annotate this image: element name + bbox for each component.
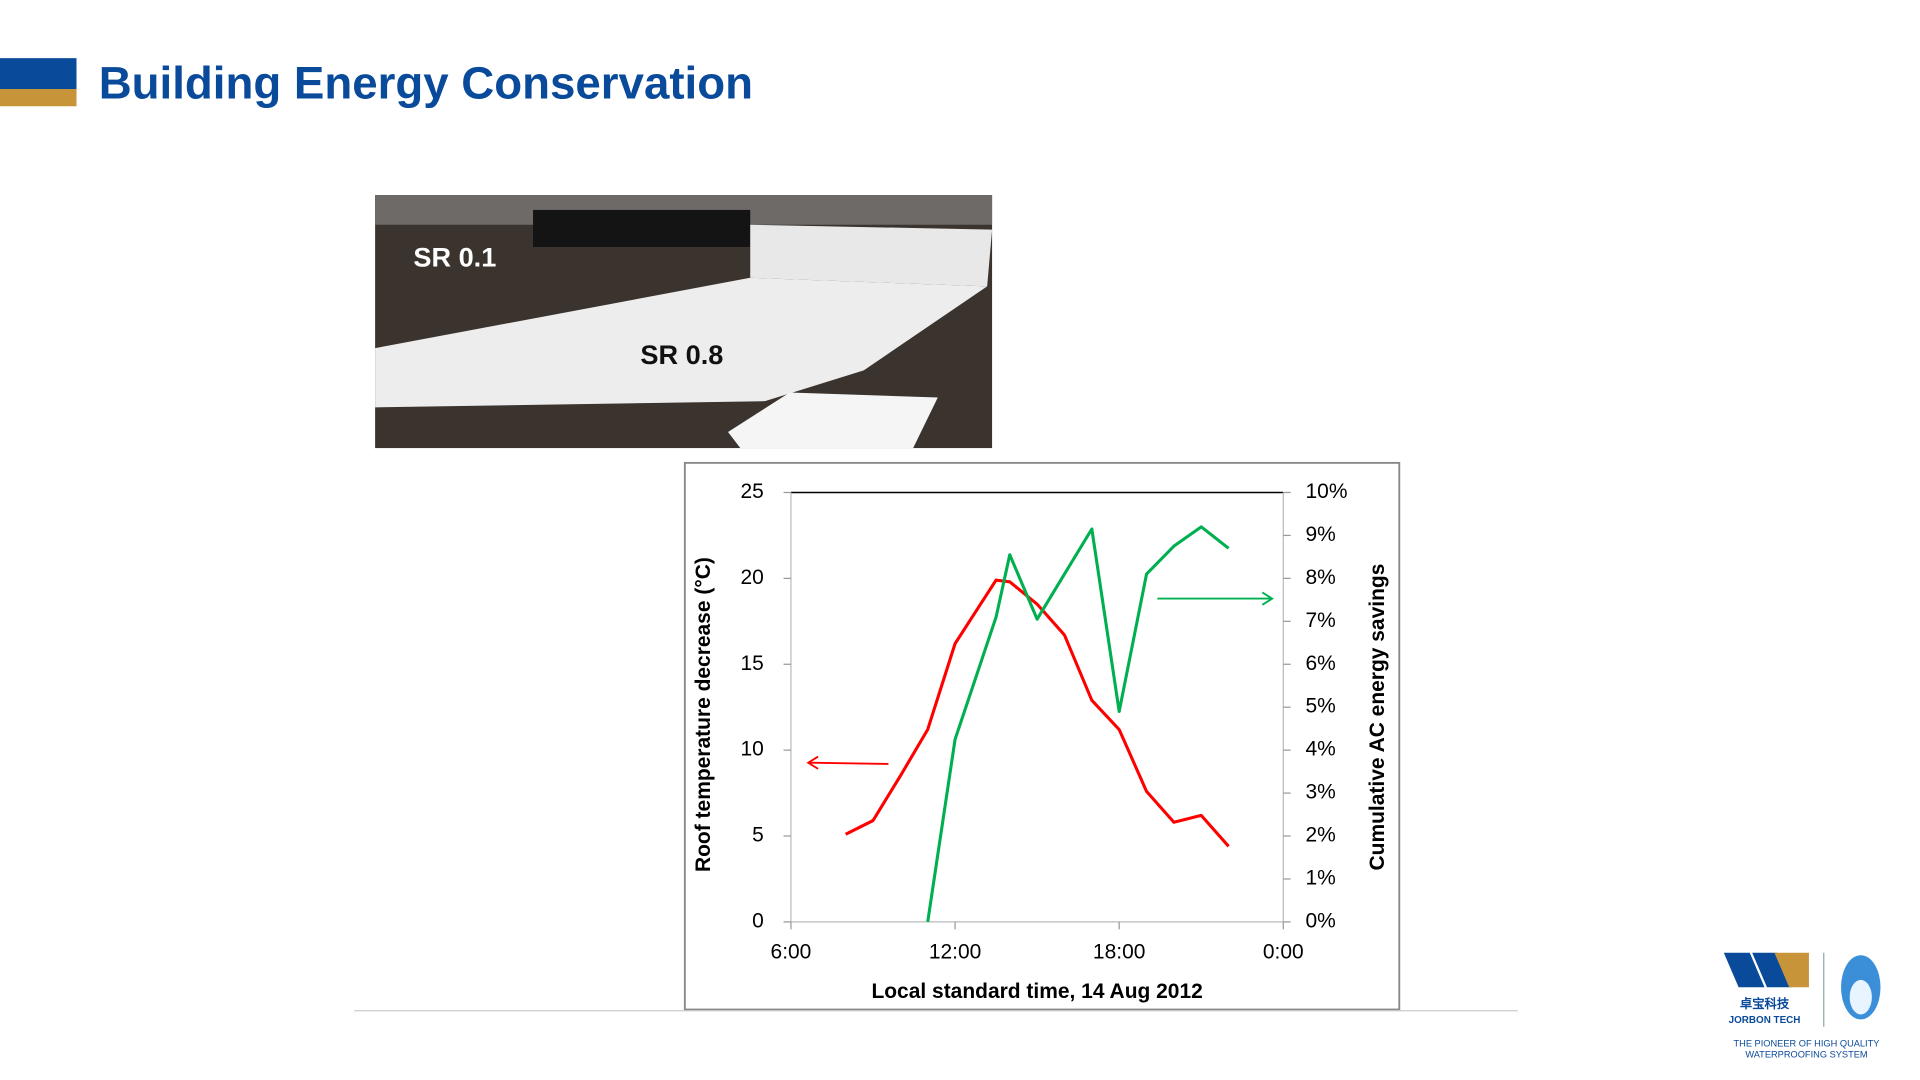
y2-tick-label: 5%: [1306, 695, 1336, 718]
x-tick-label: 12:00: [929, 940, 981, 963]
y2-tick-label: 4%: [1306, 738, 1336, 761]
annotation-arrow: [1261, 591, 1274, 606]
y2-tick-label: 8%: [1306, 566, 1336, 589]
y2-tick-label: 1%: [1306, 867, 1336, 890]
y2-tick-label: 0%: [1306, 909, 1336, 932]
y-axis-title: Roof temperature decrease (°C): [692, 557, 715, 872]
logo-name-cn: 卓宝科技: [1740, 996, 1790, 1011]
y2-tick-label: 3%: [1306, 781, 1336, 804]
series-line: [926, 525, 1230, 923]
header-bar: [0, 88, 77, 107]
y-tick-label: 10: [740, 738, 763, 761]
y2-tick-label: 6%: [1306, 652, 1336, 675]
y-tick-label: 0: [752, 909, 764, 932]
header-bar: [0, 58, 77, 89]
y-tick-label: 15: [740, 652, 763, 675]
x-tick-label: 6:00: [771, 940, 812, 963]
x-axis-title: Local standard time, 14 Aug 2012: [871, 980, 1202, 1003]
y-tick-label: 20: [740, 566, 763, 589]
logo-slogan: WATERPROOFING SYSTEM: [1745, 1050, 1867, 1060]
annotation-arrow: [809, 761, 889, 765]
y2-tick-label: 9%: [1306, 523, 1336, 546]
y2-tick-label: 7%: [1306, 609, 1336, 632]
chart: 0 5 10 15 20 25 0% 1% 2% 3% 4% 5% 6% 7% 8% 9% 10% 6:00 12:…: [692, 480, 1389, 1003]
chart-frame: [683, 461, 1401, 1011]
x-tick-label: 0:00: [1263, 940, 1304, 963]
roof-photo: SR 0.1 SR 0.8: [375, 195, 993, 449]
y2-axis-title: Cumulative AC energy savings: [1366, 564, 1389, 871]
slide-title: Building Energy Conservation: [99, 58, 753, 109]
y2-tick-label: 10%: [1306, 480, 1348, 503]
logo-slogan: THE PIONEER OF HIGH QUALITY: [1733, 1038, 1879, 1048]
y-tick-label: 25: [740, 480, 763, 503]
y2-tick-label: 2%: [1306, 824, 1336, 847]
logo: 卓宝科技 JORBON TECH THE PIONEER OF HIGH QUA…: [1723, 952, 1881, 1060]
photo-label: SR 0.8: [640, 339, 723, 370]
series-line: [844, 578, 1230, 848]
x-tick-label: 18:00: [1093, 940, 1145, 963]
photo-label: SR 0.1: [413, 241, 496, 272]
annotation-arrow: [806, 755, 819, 770]
y-tick-label: 5: [752, 824, 764, 847]
logo-name-en: JORBON TECH: [1729, 1015, 1801, 1026]
